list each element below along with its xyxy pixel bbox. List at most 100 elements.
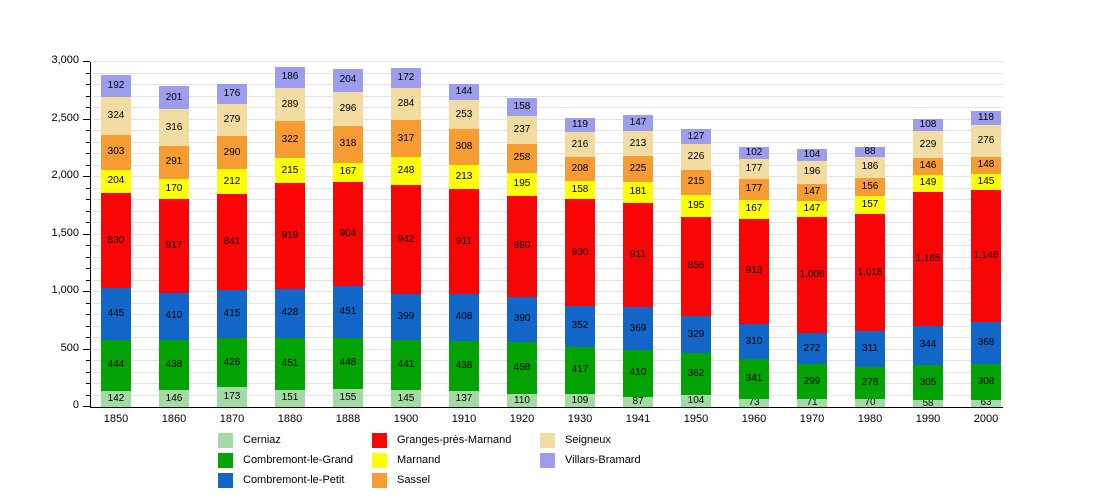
segment-value-label: 369 [629,322,647,334]
segment-value-label: 856 [687,260,705,272]
bar-segment-sassel: 303 [101,134,131,170]
bar-segment-villars-bramard: 127 [681,129,711,144]
legend-column: Seigneux Villars-Bramard [540,430,641,470]
bar-segment-granges-pr-s-marnand: 1,146 [971,190,1001,323]
segment-value-label: 344 [919,339,937,351]
legend-column: Cerniaz Combremont-le-Grand Combremont-le-… [218,430,353,490]
legend-label: Granges-près-Marnand [397,434,512,446]
bar-segment-seigneux: 324 [101,97,131,135]
segment-value-label: 1,165 [915,252,941,264]
bar-segment-combremont-le-grand: 458 [507,341,537,395]
segment-value-label: 390 [513,313,531,325]
bar-segment-seigneux: 296 [333,92,363,127]
segment-value-label: 919 [281,229,299,241]
segment-value-label: 368 [977,337,995,349]
segment-value-label: 303 [107,146,125,158]
segment-value-label: 176 [223,87,241,99]
bar-segment-seigneux: 289 [275,87,305,122]
bar-segment-villars-bramard: 102 [739,147,769,159]
gridline [91,371,1003,373]
bar-segment-villars-bramard: 158 [507,98,537,117]
segment-value-label: 1,146 [973,250,999,262]
legend-item-marnand: Marnand [372,450,511,470]
segment-value-label: 410 [629,367,647,379]
y-axis-minor-tick [86,371,90,373]
bar-segment-villars-bramard: 104 [797,149,827,162]
x-tick-label: 1941 [625,413,651,425]
y-axis-minor-tick [86,383,90,384]
y-tick-label: 2,000 [51,169,79,181]
segment-value-label: 119 [572,119,588,131]
bar-segment-sassel: 322 [275,121,305,159]
bar-segment-villars-bramard: 172 [391,68,421,88]
y-tick-label: 0 [72,399,79,411]
bar-segment-sassel: 208 [565,157,595,181]
segment-value-label: 258 [513,152,531,164]
bar-segment-combremont-le-petit: 408 [449,293,479,341]
y-tick-label: 1,000 [51,284,79,296]
y-axis-minor-tick [86,245,90,246]
gridline [91,394,1003,396]
segment-value-label: 308 [455,141,473,152]
bar-segment-combremont-le-petit: 272 [797,333,827,365]
legend-label: Combremont-le-Petit [243,474,345,486]
legend-label: Cerniaz [243,434,281,446]
y-axis-minor-tick [86,153,90,154]
gridline [91,337,1003,338]
x-tick-label: 1870 [219,413,245,425]
segment-value-label: 289 [281,98,299,110]
x-tick-label: 1850 [103,413,129,425]
gridline [91,210,1003,212]
y-axis-minor-tick [86,107,90,108]
segment-value-label: 146 [919,160,937,172]
segment-value-label: 158 [571,184,589,196]
segment-value-label: 911 [630,249,646,261]
bar-segment-cerniaz: 70 [855,397,885,407]
segment-value-label: 426 [223,356,241,368]
bar-segment-combremont-le-grand: 426 [217,338,247,388]
bar-segment-cerniaz: 110 [507,394,537,407]
y-axis-minor-tick [86,141,90,143]
x-tick-label: 1980 [857,413,883,425]
y-axis-minor-tick [86,164,90,166]
segment-value-label: 913 [745,265,763,277]
x-tick-label: 1910 [451,413,477,425]
segment-value-label: 127 [687,130,705,142]
segment-value-label: 278 [861,376,879,388]
segment-value-label: 930 [571,246,589,258]
bar-segment-combremont-le-petit: 310 [739,323,769,360]
segment-value-label: 841 [223,236,241,248]
y-axis-minor-tick [86,325,90,327]
bar-segment-sassel: 215 [681,170,711,195]
bar-segment-seigneux: 229 [913,131,943,158]
segment-value-label: 441 [397,358,415,370]
segment-value-label: 137 [455,393,473,405]
gridline [91,107,1003,108]
segment-value-label: 173 [223,391,241,403]
segment-value-label: 451 [281,357,299,369]
segment-value-label: 177 [745,163,763,175]
bar-segment-granges-pr-s-marnand: 911 [623,202,653,308]
segment-value-label: 445 [107,308,125,320]
bar-segment-seigneux: 316 [159,109,189,146]
bar-segment-villars-bramard: 204 [333,68,363,93]
gridline [91,164,1003,166]
y-axis-minor-tick [86,72,90,74]
segment-value-label: 186 [281,71,299,83]
segment-value-label: 279 [223,113,241,125]
segment-value-label: 149 [919,177,937,189]
gridline [91,314,1003,315]
bar-segment-combremont-le-petit: 369 [623,307,653,350]
bar-segment-combremont-le-grand: 444 [101,339,131,391]
legend-swatch [540,432,555,448]
bar-segment-granges-pr-s-marnand: 930 [565,199,595,307]
y-axis-minor-tick [86,84,90,85]
bar-segment-sassel: 147 [797,183,827,201]
segment-value-label: 438 [455,360,473,372]
y-axis-minor-tick [86,130,90,131]
bar-segment-granges-pr-s-marnand: 880 [507,195,537,297]
segment-value-label: 318 [339,138,357,150]
segment-value-label: 172 [397,71,415,83]
bar-segment-cerniaz: 87 [623,397,653,407]
bar-segment-combremont-le-petit: 344 [913,325,943,366]
